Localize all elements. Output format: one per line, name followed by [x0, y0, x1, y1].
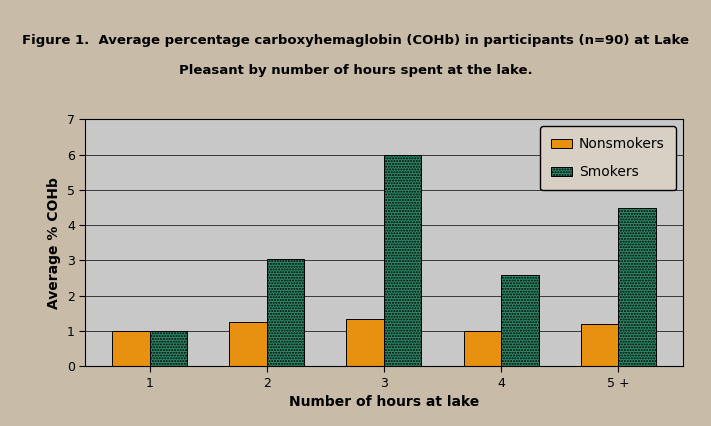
Bar	[267, 259, 304, 366]
Bar	[464, 331, 501, 366]
Bar	[112, 331, 150, 366]
Bar	[346, 319, 384, 366]
Bar	[501, 275, 538, 366]
Text: Figure 1.  Average percentage carboxyhemaglobin (COHb) in participants (n=90) at: Figure 1. Average percentage carboxyhema…	[22, 34, 689, 47]
Legend: Nonsmokers, Smokers: Nonsmokers, Smokers	[540, 126, 675, 190]
Bar	[581, 324, 618, 366]
Bar	[230, 322, 267, 366]
X-axis label: Number of hours at lake: Number of hours at lake	[289, 395, 479, 409]
Bar	[150, 331, 187, 366]
Bar	[618, 207, 656, 366]
Text: Pleasant by number of hours spent at the lake.: Pleasant by number of hours spent at the…	[178, 64, 533, 77]
Bar	[384, 155, 422, 366]
Y-axis label: Average % COHb: Average % COHb	[48, 177, 61, 309]
